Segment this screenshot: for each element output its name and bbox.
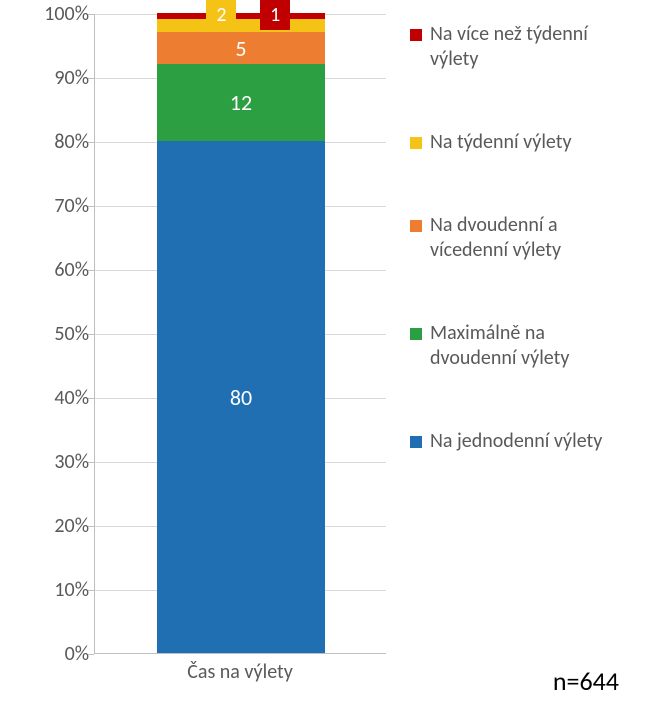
legend-text: Na týdenní výlety xyxy=(430,130,572,155)
bar-segment-label-tydenni: 2 xyxy=(206,0,236,30)
bar-segment-dvoudenni: 12 xyxy=(157,64,325,141)
legend-swatch xyxy=(410,29,422,41)
legend-swatch xyxy=(410,220,422,232)
legend: Na více než týdenní výlety Na týdenní výl… xyxy=(410,22,635,512)
bar-segment-jednodenni: 80 xyxy=(157,141,325,653)
y-tick-label: 10% xyxy=(9,578,89,602)
x-axis-label: Čas na výlety xyxy=(94,660,386,684)
y-tick-label: 80% xyxy=(9,130,89,154)
bar-segment-label-vice_tydenni: 1 xyxy=(260,0,290,30)
y-tick-label: 40% xyxy=(9,386,89,410)
bar-segment-vice_tydenni xyxy=(157,13,325,19)
bar-segment-tydenni xyxy=(157,19,325,32)
legend-text: Na jednodenní výlety xyxy=(430,429,602,454)
legend-item-jednodenni: Na jednodenní výlety xyxy=(410,429,635,454)
legend-item-dvoudenni: Maximálně na dvoudenní výlety xyxy=(410,321,635,371)
sample-size-label: n=644 xyxy=(553,665,619,697)
legend-text: Maximálně na dvoudenní výlety xyxy=(430,321,635,371)
legend-swatch xyxy=(410,137,422,149)
y-tick-label: 30% xyxy=(9,450,89,474)
y-tick-label: 0% xyxy=(9,642,89,666)
bar-column: 80125 xyxy=(157,14,325,653)
y-tick-label: 90% xyxy=(9,66,89,90)
legend-swatch xyxy=(410,436,422,448)
y-tick-label: 70% xyxy=(9,194,89,218)
legend-item-tydenni: Na týdenní výlety xyxy=(410,130,635,155)
stacked-bar-chart: 0%10%20%30%40%50%60%70%80%90%100% 80125 … xyxy=(0,0,649,725)
y-tick-label: 20% xyxy=(9,514,89,538)
y-tick-mark xyxy=(88,654,94,655)
y-tick-label: 60% xyxy=(9,258,89,282)
legend-text: Na dvoudenní a vícedenní výlety xyxy=(430,213,635,263)
legend-swatch xyxy=(410,328,422,340)
y-tick-label: 100% xyxy=(9,2,89,26)
y-tick-label: 50% xyxy=(9,322,89,346)
legend-text: Na více než týdenní výlety xyxy=(430,22,635,72)
bar-segment-vicedenni: 5 xyxy=(157,32,325,64)
legend-item-vice_tydenni: Na více než týdenní výlety xyxy=(410,22,635,72)
legend-item-vicedenni: Na dvoudenní a vícedenní výlety xyxy=(410,213,635,263)
plot-area: 80125 xyxy=(94,14,386,654)
